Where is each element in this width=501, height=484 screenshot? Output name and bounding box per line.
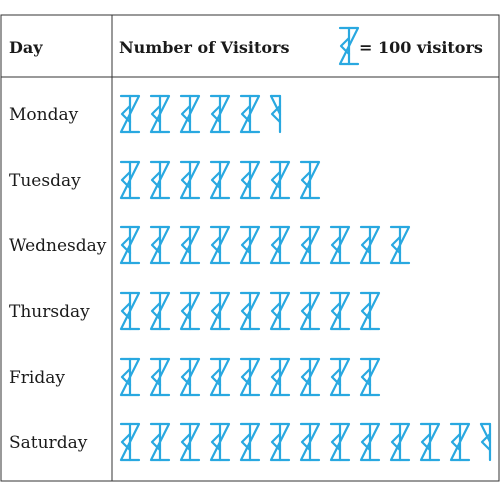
visitor-symbol-icon [239, 357, 261, 397]
visitor-half-symbol-icon [269, 94, 282, 134]
visitor-symbol-icon [209, 357, 231, 397]
visitor-symbol-icon [239, 94, 261, 134]
visitor-symbol-icon [179, 160, 201, 200]
visitor-symbol-icon [149, 225, 171, 265]
visitor-symbol-icon [269, 225, 291, 265]
visitor-symbol-icon [299, 422, 321, 462]
visitor-symbol-icon [119, 160, 141, 200]
visitor-symbol-icon [179, 225, 201, 265]
visitor-symbol-icon [299, 291, 321, 331]
visitor-symbol-icon [359, 422, 381, 462]
visitor-symbol-icon [209, 225, 231, 265]
visitor-symbol-icon [119, 94, 141, 134]
visitor-symbol-icon [239, 291, 261, 331]
visitor-symbol-icon [179, 422, 201, 462]
day-label: Tuesday [9, 171, 81, 191]
table-border [0, 14, 500, 482]
visitor-symbol-icon [329, 225, 351, 265]
visitor-symbol-icon [239, 160, 261, 200]
visitor-symbol-icon [179, 291, 201, 331]
table-grid [0, 14, 500, 482]
row-thursday: Thursday [9, 291, 381, 331]
visitor-symbol-icon [269, 357, 291, 397]
row-monday: Monday [9, 94, 282, 134]
visitor-symbol-icon [359, 291, 381, 331]
day-label: Friday [9, 368, 65, 388]
visitor-symbol-icon [239, 225, 261, 265]
visitor-symbol-icon [359, 357, 381, 397]
visitor-symbol-icon [209, 160, 231, 200]
visitor-symbol-icon [389, 422, 411, 462]
visitor-symbol-icon [269, 291, 291, 331]
visitor-symbol-icon [179, 357, 201, 397]
row-tuesday: Tuesday [9, 160, 321, 200]
header-day: Day [9, 38, 43, 57]
day-label: Monday [9, 105, 79, 125]
visitor-symbol-icon [149, 160, 171, 200]
visitor-symbol-icon [149, 291, 171, 331]
visitor-symbol-icon [359, 225, 381, 265]
data-rows: Monday Tuesday Wednesday Thursday Friday Satu… [9, 94, 492, 462]
visitor-symbol-icon [119, 225, 141, 265]
row-wednesday: Wednesday [9, 225, 411, 265]
visitor-symbol-icon [239, 422, 261, 462]
key-label: = 100 visitors [359, 38, 483, 57]
key-symbol-icon [338, 26, 360, 66]
visitor-symbol-icon [329, 422, 351, 462]
header-visitors: Number of Visitors [119, 38, 289, 57]
visitor-symbol-icon [299, 357, 321, 397]
visitor-symbol-icon [149, 422, 171, 462]
visitor-symbol-icon [209, 94, 231, 134]
visitor-symbol-icon [179, 94, 201, 134]
visitor-symbol-icon [299, 160, 321, 200]
day-label: Saturday [9, 433, 88, 453]
visitor-symbol-icon [389, 225, 411, 265]
row-friday: Friday [9, 357, 381, 397]
visitor-symbol-icon [299, 225, 321, 265]
day-label: Thursday [9, 302, 90, 322]
visitor-symbol-icon [119, 422, 141, 462]
visitor-symbol-icon [209, 291, 231, 331]
visitor-symbol-icon [269, 160, 291, 200]
visitor-symbol-icon [269, 422, 291, 462]
visitor-symbol-icon [119, 357, 141, 397]
day-label: Wednesday [9, 236, 107, 256]
visitor-symbol-icon [329, 291, 351, 331]
visitor-symbol-icon [209, 422, 231, 462]
row-saturday: Saturday [9, 422, 492, 462]
visitor-symbol-icon [119, 291, 141, 331]
visitor-symbol-icon [419, 422, 441, 462]
visitor-symbol-icon [149, 357, 171, 397]
visitor-symbol-icon [329, 357, 351, 397]
visitor-symbol-icon [149, 94, 171, 134]
visitor-symbol-icon [449, 422, 471, 462]
visitor-half-symbol-icon [479, 422, 492, 462]
